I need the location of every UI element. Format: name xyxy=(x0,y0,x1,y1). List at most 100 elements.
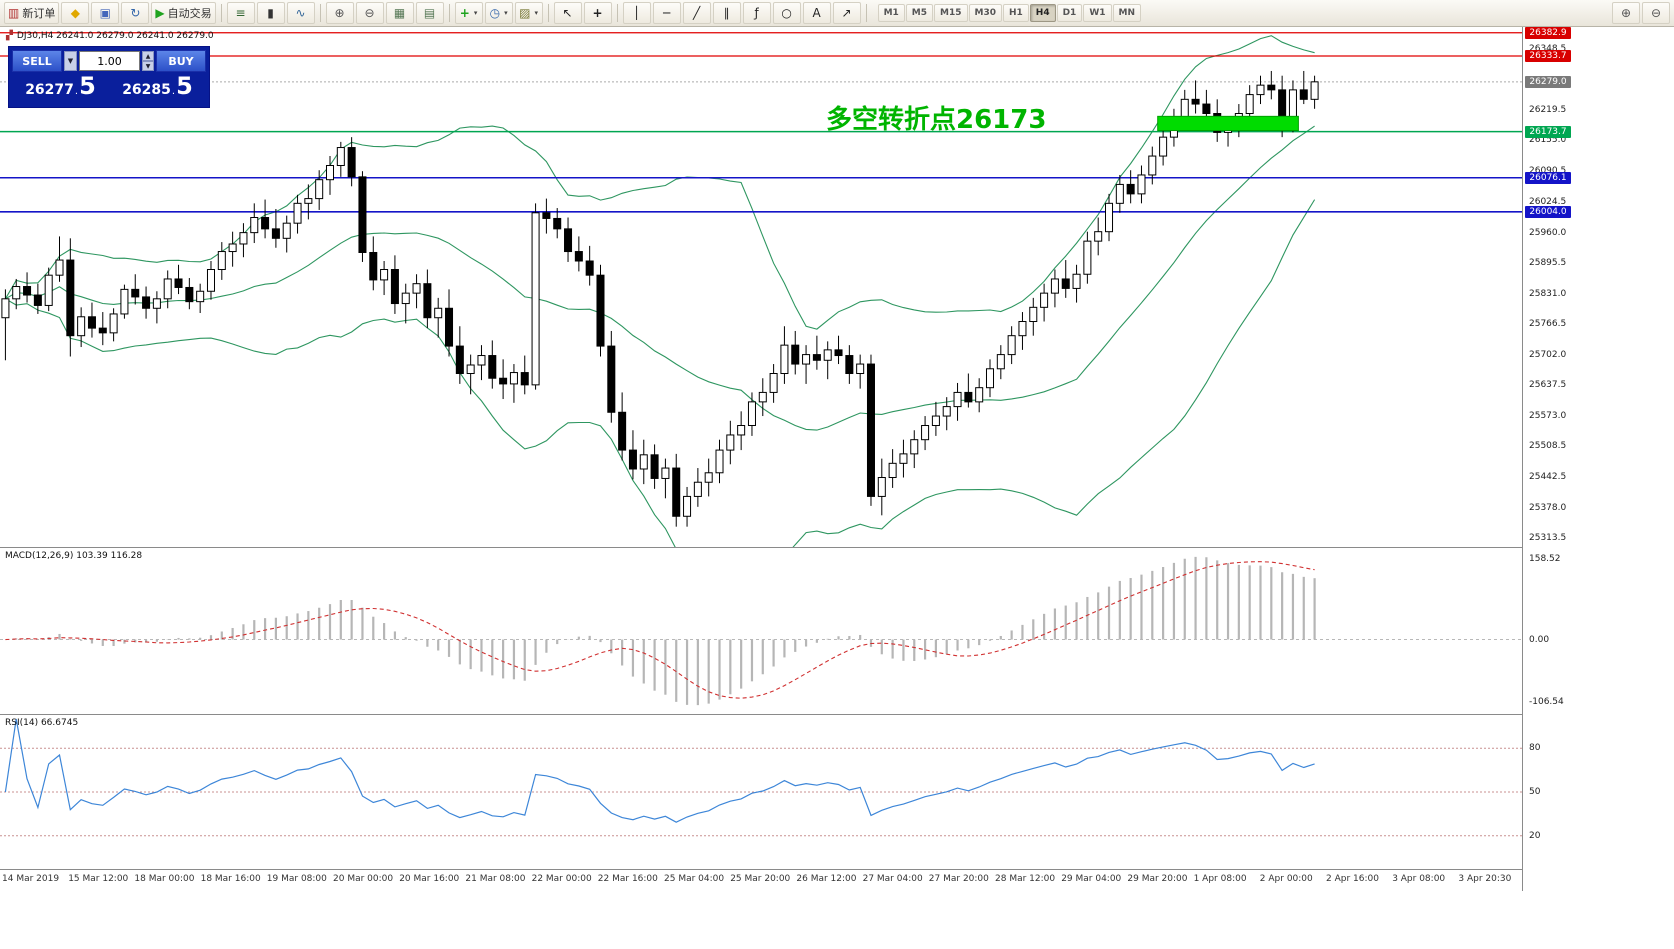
main-chart-plot[interactable] xyxy=(0,27,1522,547)
arrange-windows-button[interactable]: ▤ xyxy=(415,2,444,24)
price-tick-label: 25508.5 xyxy=(1529,441,1567,452)
time-label: 26 Mar 12:00 xyxy=(796,874,857,884)
time-label: 3 Apr 08:00 xyxy=(1392,874,1446,884)
refresh-button[interactable]: ↻ xyxy=(121,2,150,24)
time-label: 2 Apr 16:00 xyxy=(1326,874,1379,884)
rsi-line xyxy=(4,718,1315,823)
macd-max-label: 158.52 xyxy=(1529,553,1561,564)
refresh-icon: ↻ xyxy=(130,6,141,20)
line-chart-button[interactable]: ∿ xyxy=(286,2,315,24)
time-label: 21 Mar 08:00 xyxy=(465,874,526,884)
time-label: 27 Mar 04:00 xyxy=(862,874,923,884)
rsi-level-label: 50 xyxy=(1529,787,1541,797)
periods-button[interactable]: ◷ ▾ xyxy=(484,2,513,24)
autotrade-button[interactable]: ▶ 自动交易 xyxy=(151,2,216,24)
panel-divider[interactable] xyxy=(0,714,1522,715)
macd-plot[interactable] xyxy=(0,548,1522,714)
dropdown-caret-icon: ▾ xyxy=(504,9,508,17)
price-tick-label: 26348.5 xyxy=(1529,43,1567,54)
vertical-line-icon: │ xyxy=(632,6,641,20)
time-label: 20 Mar 16:00 xyxy=(399,874,460,884)
timeframe-m30[interactable]: M30 xyxy=(968,4,1002,22)
chart-symbol-icon: ▞ xyxy=(6,31,13,41)
time-label: 20 Mar 00:00 xyxy=(333,874,394,884)
panel-divider xyxy=(0,869,1522,870)
timeframe-w1[interactable]: W1 xyxy=(1083,4,1112,22)
volume-input[interactable]: 1.00 xyxy=(79,51,140,71)
shapes-button[interactable]: ○ xyxy=(772,2,801,24)
tile-windows-button[interactable]: ▦ xyxy=(385,2,414,24)
stepper-up-icon[interactable]: ▲ xyxy=(142,51,154,61)
rsi-plot[interactable] xyxy=(0,715,1522,869)
magnifier-out-button[interactable]: ⊖ xyxy=(1642,2,1670,24)
bar-chart-button[interactable]: ≡ xyxy=(226,2,255,24)
toolbar-separator xyxy=(547,4,549,22)
dropdown-caret-icon: ▾ xyxy=(534,9,538,17)
stepper-down-icon[interactable]: ▼ xyxy=(142,61,154,71)
vertical-line-button[interactable]: │ xyxy=(622,2,651,24)
time-label: 29 Mar 04:00 xyxy=(1061,874,1122,884)
autotrade-play-icon: ▶ xyxy=(155,6,165,20)
price-tick-label: 26024.5 xyxy=(1529,197,1567,208)
templates-button[interactable]: ▨ ▾ xyxy=(514,2,543,24)
timeframe-d1[interactable]: D1 xyxy=(1056,4,1083,22)
order-type-dropdown[interactable]: ▼ xyxy=(64,51,77,71)
text-button[interactable]: A xyxy=(802,2,831,24)
price-tick-label: 26219.5 xyxy=(1529,104,1567,115)
trendline-button[interactable]: ╱ xyxy=(682,2,711,24)
highlight-zone-rect[interactable] xyxy=(1157,115,1299,132)
horizontal-line-button[interactable]: ─ xyxy=(652,2,681,24)
price-tick-label: 25573.0 xyxy=(1529,410,1567,421)
buy-price-main: 26285 xyxy=(122,82,171,98)
timeframe-h4[interactable]: H4 xyxy=(1029,4,1056,22)
arrows-button[interactable]: ↗ xyxy=(832,2,861,24)
timeframe-buttons: M1 M5 M15 M30 H1 H4 D1 W1 MN xyxy=(877,4,1142,22)
time-label: 27 Mar 20:00 xyxy=(928,874,989,884)
new-order-button[interactable]: ▥ 新订单 xyxy=(4,2,60,24)
fibonacci-button[interactable]: ƒ xyxy=(742,2,771,24)
candlestick-chart-button[interactable]: ▮ xyxy=(256,2,285,24)
zoom-out-button[interactable]: ⊖ xyxy=(355,2,384,24)
toolbar-separator xyxy=(616,4,618,22)
timeframe-mn[interactable]: MN xyxy=(1112,4,1142,22)
profiles-button[interactable]: ▣ xyxy=(91,2,120,24)
price-tag: 26004.0 xyxy=(1525,205,1571,218)
time-axis[interactable]: 14 Mar 2019 15 Mar 12:00 18 Mar 00:00 18 Ma… xyxy=(0,870,1522,891)
toolbar-button-groups: ▥ 新订单 ◆ ▣ ↻ ▶ 自动交易 ≡ ▮ ∿ ⊕ ⊖ ▦ ▤ + ▾ ◷ ▾ ▨ ▾ ↖ + │ ─ ╱ ∥ ƒ ○ A ↗ xyxy=(4,2,861,24)
timeframe-m5[interactable]: M5 xyxy=(905,4,934,22)
sell-button[interactable]: SELL xyxy=(12,50,62,72)
favorites-button[interactable]: ◆ xyxy=(61,2,90,24)
bollinger-middle-band xyxy=(5,125,1315,431)
chevron-down-icon: ▼ xyxy=(67,57,74,65)
rsi-header: RSI(14) 66.6745 xyxy=(5,718,79,728)
zoom-in-button[interactable]: ⊕ xyxy=(325,2,354,24)
time-label: 18 Mar 00:00 xyxy=(134,874,195,884)
sell-price[interactable]: 26277. 5 xyxy=(12,74,109,104)
magnifier-plus-icon: ⊕ xyxy=(1620,6,1632,20)
buy-price[interactable]: 26285. 5 xyxy=(109,74,206,104)
time-label: 15 Mar 12:00 xyxy=(68,874,129,884)
buy-button[interactable]: BUY xyxy=(156,50,206,72)
price-tick-label: 25895.5 xyxy=(1529,258,1567,269)
cursor-button[interactable]: ↖ xyxy=(553,2,582,24)
crosshair-button[interactable]: + xyxy=(583,2,612,24)
timeframe-m15[interactable]: M15 xyxy=(934,4,968,22)
channel-button[interactable]: ∥ xyxy=(712,2,741,24)
timeframe-m1[interactable]: M1 xyxy=(877,4,905,22)
toolbar-separator xyxy=(319,4,321,22)
price-axis[interactable]: 26348.5 26219.5 26155.0 26090.5 26024.5 25960… xyxy=(1522,26,1673,891)
magnifier-in-button[interactable]: ⊕ xyxy=(1612,2,1640,24)
volume-stepper[interactable]: ▲ ▼ xyxy=(142,51,154,71)
horizontal-line-icon: ─ xyxy=(662,6,671,20)
indicators-button[interactable]: + ▾ xyxy=(454,2,483,24)
timeframe-h1[interactable]: H1 xyxy=(1002,4,1029,22)
chart-area: ▞ DJ30,H4 26241.0 26279.0 26241.0 26279.… xyxy=(0,26,1674,949)
price-tick-label: 25442.5 xyxy=(1529,472,1567,483)
time-label: 25 Mar 20:00 xyxy=(730,874,791,884)
time-label: 28 Mar 12:00 xyxy=(995,874,1056,884)
time-label: 29 Mar 20:00 xyxy=(1127,874,1188,884)
panel-divider[interactable] xyxy=(0,547,1522,548)
toolbar: ▥ 新订单 ◆ ▣ ↻ ▶ 自动交易 ≡ ▮ ∿ ⊕ ⊖ ▦ ▤ + ▾ ◷ ▾ ▨ ▾ ↖ + │ ─ ╱ ∥ ƒ ○ A ↗ M1 M5… xyxy=(0,0,1674,27)
time-label: 1 Apr 08:00 xyxy=(1193,874,1247,884)
indicators-add-icon: + xyxy=(459,6,470,20)
